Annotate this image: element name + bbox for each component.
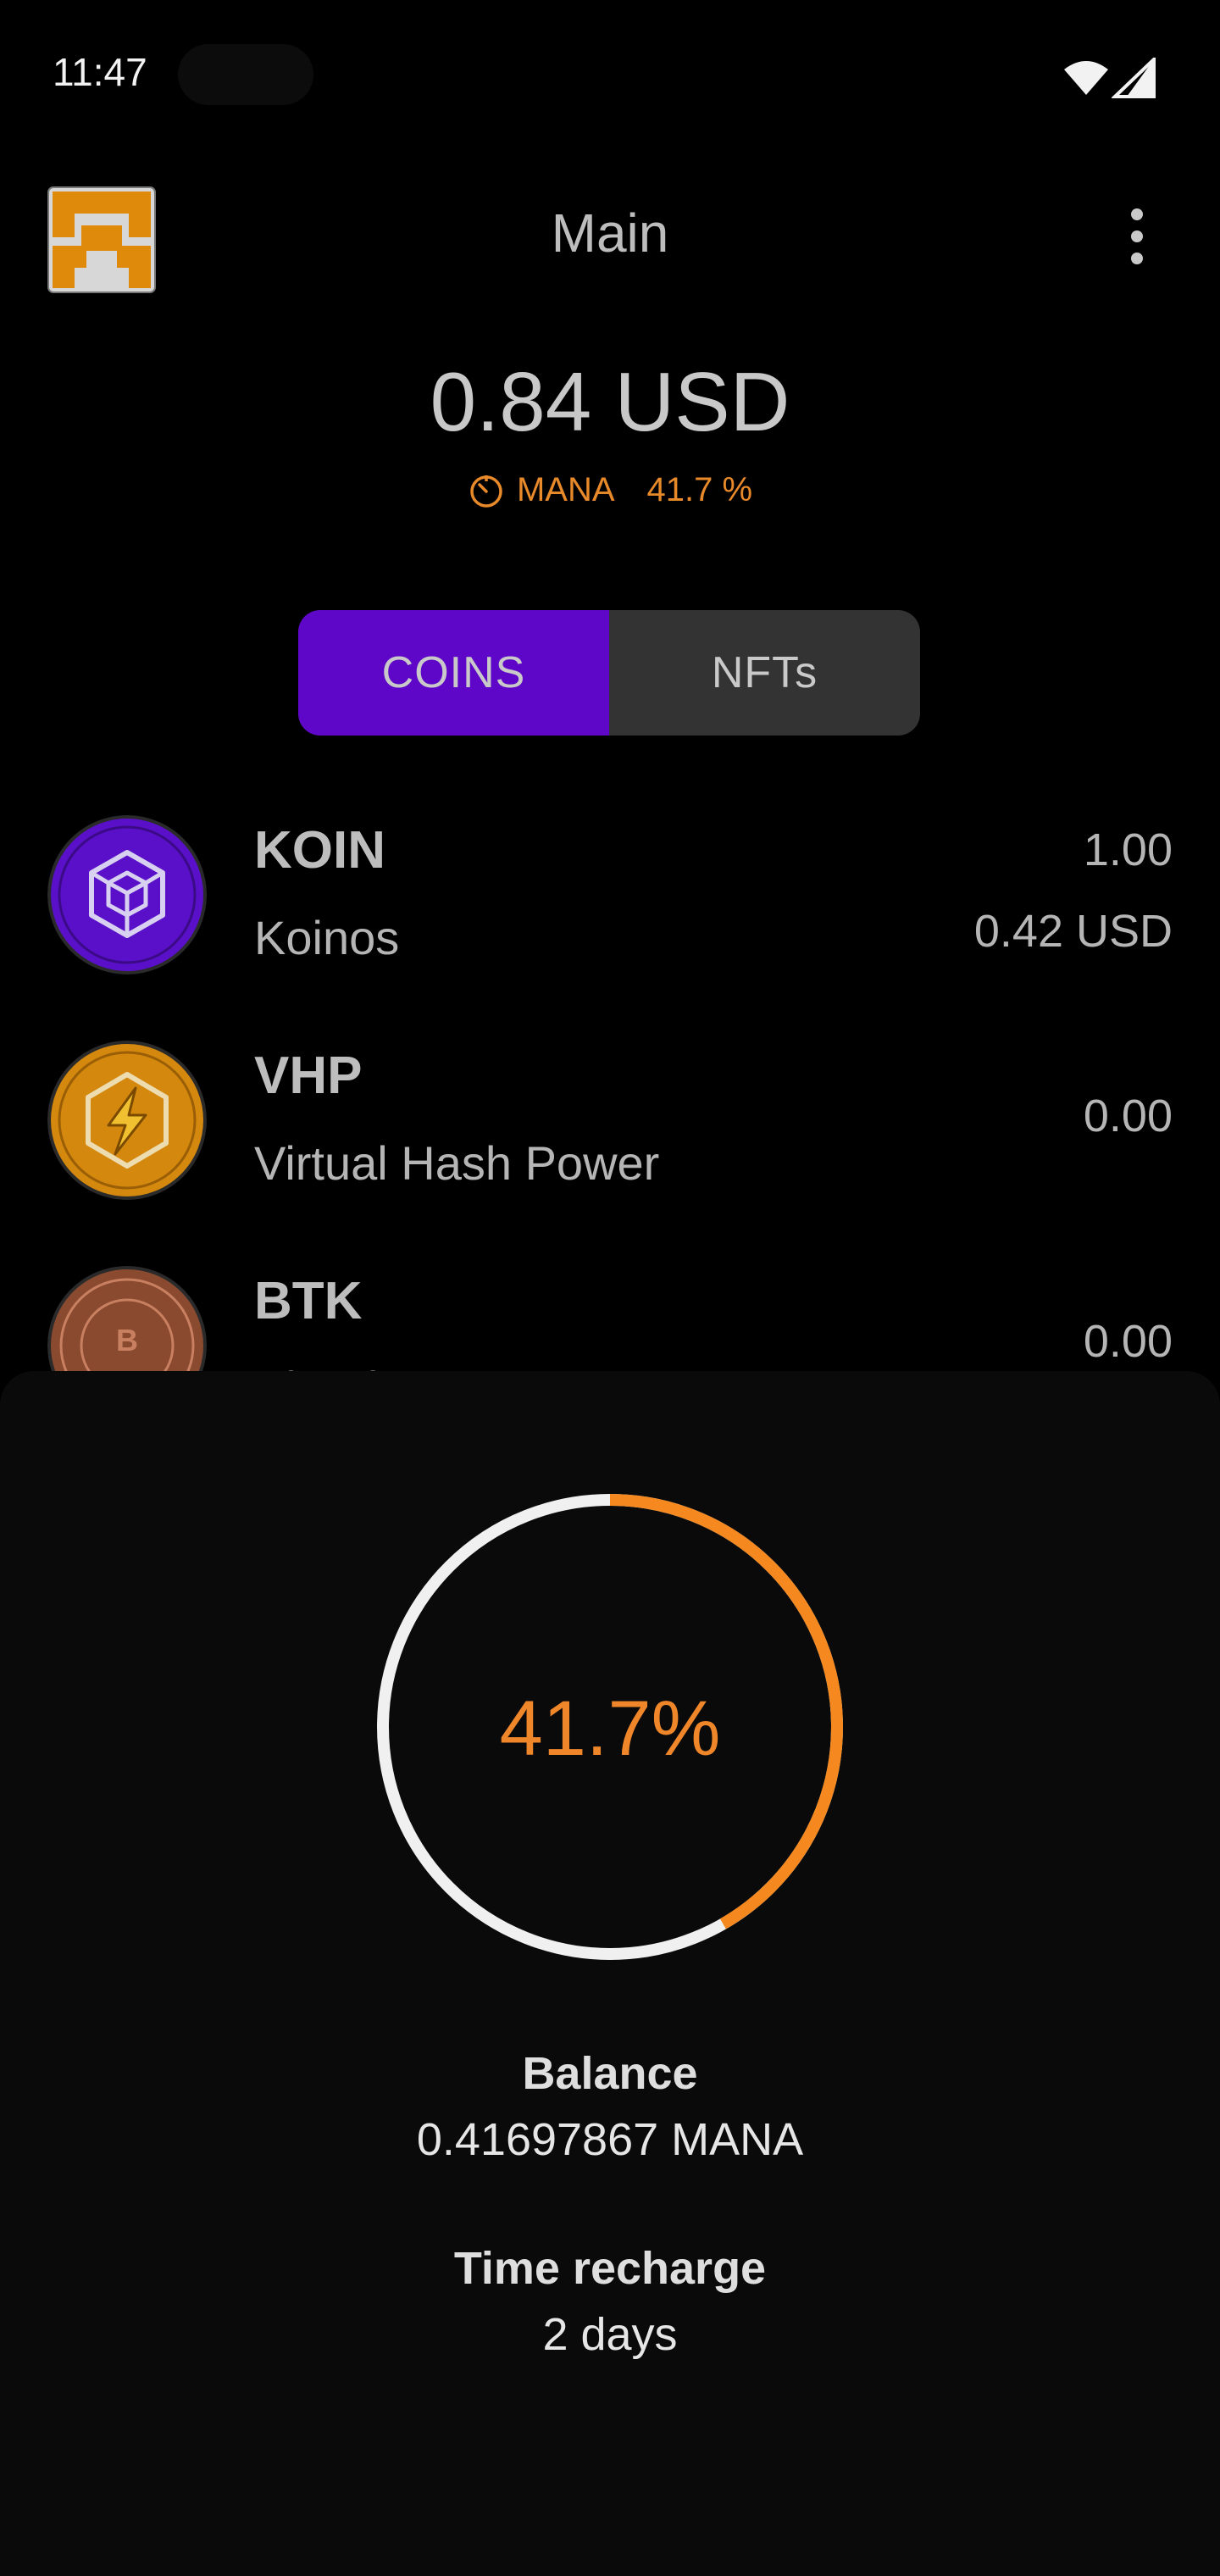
coin-list: KOIN Koinos 1.00 0.42 USD VHP Virtual Ha… (0, 813, 1220, 1371)
coin-amount: 1.00 (1083, 824, 1173, 875)
svg-text:B: B (116, 1323, 138, 1357)
more-vertical-icon-dot (1131, 230, 1143, 242)
asset-tabs: COINS NFTs (298, 610, 920, 736)
vhp-bolt-icon (47, 1041, 207, 1200)
coin-symbol: VHP (254, 1046, 363, 1105)
coin-name: BitKoin (254, 1361, 404, 1371)
coin-name: Virtual Hash Power (254, 1136, 660, 1190)
coin-name: Koinos (254, 911, 400, 964)
status-pill (178, 44, 313, 105)
tab-nfts[interactable]: NFTs (711, 648, 818, 697)
recharge-value: 2 days (542, 2309, 678, 2360)
coin-symbol: BTK (254, 1272, 363, 1330)
signal-icon (1112, 58, 1156, 98)
status-time: 11:47 (53, 50, 147, 94)
mana-summary[interactable]: MANA 41.7 % (0, 471, 1220, 509)
total-balance: 0.84 USD (430, 355, 790, 448)
coin-amount: 0.00 (1083, 1316, 1173, 1367)
mana-progress-ring (377, 1494, 843, 1960)
list-item-btk[interactable]: B BTK BitKoin 0.00 (0, 1266, 1220, 1371)
mana-percent: 41.7 % (646, 471, 753, 508)
coin-amount: 0.00 (1083, 1091, 1173, 1141)
list-item-vhp[interactable]: VHP Virtual Hash Power 0.00 (0, 1041, 1220, 1264)
mana-label: MANA (516, 471, 615, 508)
ring-progress (377, 1494, 843, 1960)
recharge-title: Time recharge (453, 2243, 767, 2294)
more-options-button[interactable] (1112, 208, 1162, 273)
bitkoin-coin-icon: B (47, 1266, 207, 1371)
app-logo-icon[interactable] (47, 186, 156, 293)
mana-bottom-sheet: 41.7% Balance 0.41697867 MANA Time recha… (0, 1371, 1220, 2576)
coin-symbol: KOIN (254, 821, 385, 880)
coin-fiat-value: 0.42 USD (973, 906, 1173, 957)
balance-value: 0.41697867 MANA (416, 2114, 804, 2165)
mana-percent-large: 41.7% (499, 1685, 721, 1772)
more-vertical-icon (1131, 208, 1143, 220)
page-title: Main (551, 203, 669, 264)
koinos-cube-icon (47, 815, 207, 974)
tab-coins[interactable]: COINS (298, 610, 609, 736)
balance-title: Balance (522, 2048, 698, 2099)
list-item-koin[interactable]: KOIN Koinos 1.00 0.42 USD (0, 815, 1220, 1039)
wifi-icon (1064, 61, 1108, 95)
timer-icon (470, 475, 502, 508)
more-vertical-icon-dot (1131, 253, 1143, 264)
